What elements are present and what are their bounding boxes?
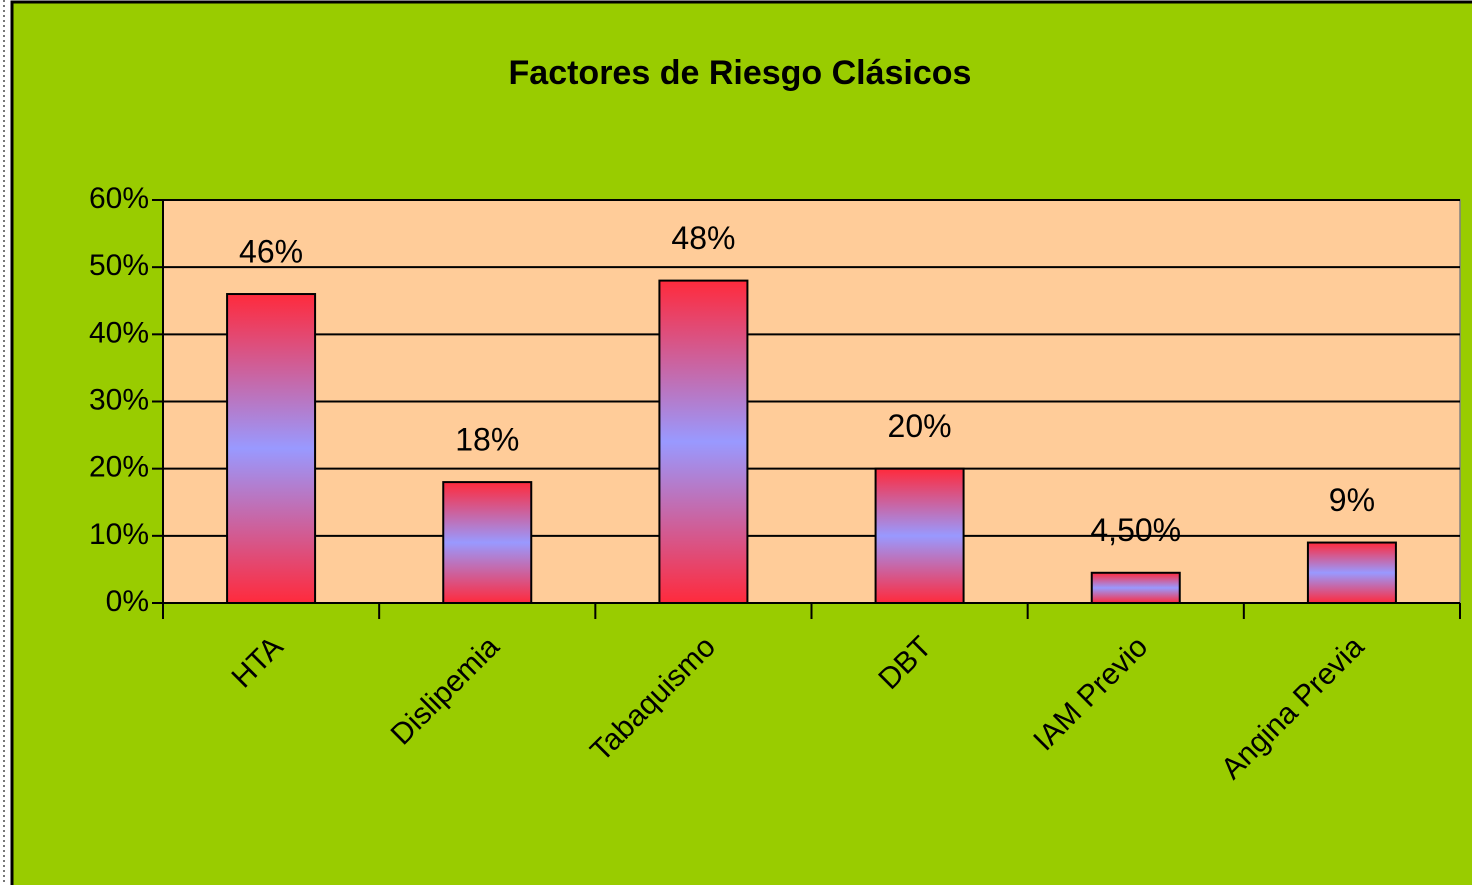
- y-tick-label: 0%: [106, 585, 149, 618]
- value-label: 4,50%: [1090, 512, 1181, 548]
- bar: [226, 293, 317, 604]
- chart-title: Factores de Riesgo Clásicos: [509, 54, 972, 92]
- value-label: 9%: [1329, 482, 1375, 518]
- value-label: 46%: [239, 233, 303, 269]
- y-tick-label: 30%: [89, 383, 149, 416]
- value-label: 48%: [671, 220, 735, 256]
- y-tick-label: 40%: [89, 316, 149, 349]
- bar: [1090, 571, 1181, 605]
- bar: [874, 467, 965, 604]
- y-tick-label: 50%: [89, 249, 149, 282]
- value-label: 18%: [455, 422, 519, 458]
- value-label: 20%: [888, 408, 952, 444]
- y-tick-label: 20%: [89, 451, 149, 484]
- y-tick-label: 10%: [89, 518, 149, 551]
- y-tick-label: 60%: [89, 182, 149, 215]
- bar: [442, 481, 533, 605]
- bar: [658, 279, 749, 604]
- bar: [1306, 541, 1397, 604]
